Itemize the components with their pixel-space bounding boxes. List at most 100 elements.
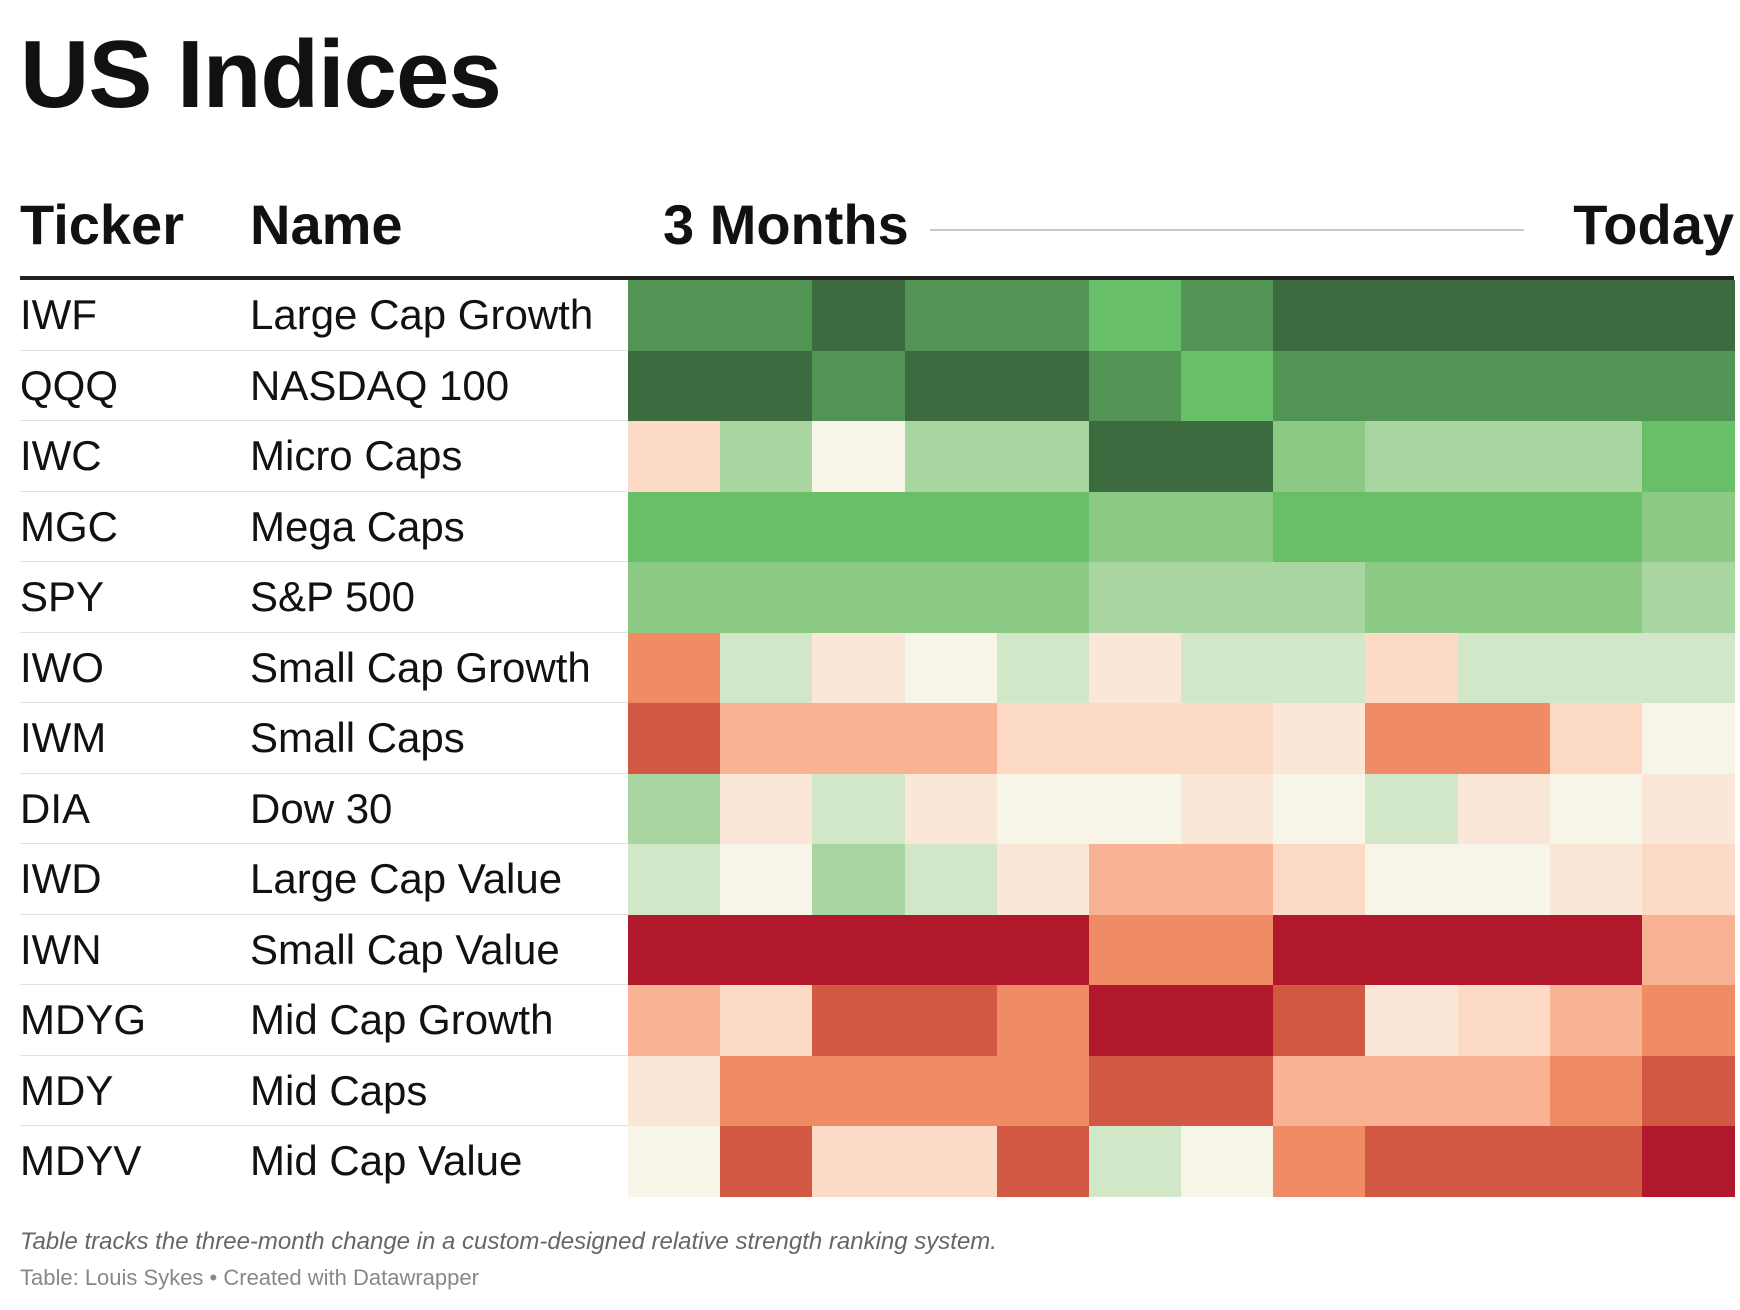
heat-cell — [628, 491, 721, 562]
heat-cell — [905, 280, 998, 351]
heat-cell — [1642, 421, 1735, 492]
heat-cell — [1642, 844, 1735, 915]
heat-cell — [1642, 491, 1735, 562]
heat-cell — [628, 1055, 721, 1126]
heat-cell — [1550, 562, 1643, 633]
heat-cell — [1089, 914, 1182, 985]
name-cell: Mega Caps — [250, 502, 465, 550]
heat-cell — [1089, 350, 1182, 421]
heat-cell — [1458, 914, 1551, 985]
heat-cell — [905, 350, 998, 421]
ticker-cell: MGC — [20, 502, 118, 550]
heat-cell — [720, 914, 813, 985]
heat-cell — [1642, 280, 1735, 351]
heat-cell — [1089, 280, 1182, 351]
heat-cell — [1089, 773, 1182, 844]
heat-strip — [628, 1126, 1735, 1197]
heat-cell — [905, 1055, 998, 1126]
heat-cell — [905, 703, 998, 774]
name-cell: Mid Cap Growth — [250, 996, 554, 1043]
name-cell: Dow 30 — [250, 784, 393, 832]
heat-cell — [1550, 350, 1643, 421]
heat-cell — [905, 421, 998, 492]
heat-cell — [997, 1126, 1090, 1197]
row-separator — [20, 349, 628, 351]
name-cell: Small Cap Value — [250, 925, 560, 973]
heat-cell — [1181, 844, 1274, 915]
heat-cell — [905, 773, 998, 844]
heat-cell — [1365, 914, 1459, 985]
heat-cell — [1642, 1055, 1735, 1126]
heat-cell — [997, 350, 1090, 421]
heat-cell — [1273, 280, 1366, 351]
heat-strip — [628, 773, 1735, 844]
heat-cell — [628, 985, 721, 1056]
heat-strip — [628, 1055, 1735, 1126]
heat-cell — [1642, 632, 1735, 703]
row-separator — [20, 702, 628, 703]
heat-cell — [1642, 350, 1735, 421]
heat-cell — [1458, 1126, 1551, 1197]
heat-cell — [1273, 491, 1366, 562]
heat-cell — [1181, 421, 1274, 492]
heatmap-table: IWF Large Cap Growth QQQ NASDAQ 100 IWC Micro… — [20, 280, 1735, 1197]
heat-strip — [628, 280, 1735, 351]
heat-cell — [1458, 773, 1551, 844]
ticker-cell: MDYG — [20, 996, 146, 1043]
header-ticker: Ticker — [20, 193, 184, 256]
footnote: Table tracks the three-month change in a… — [20, 1228, 997, 1255]
heat-cell — [1642, 1126, 1735, 1197]
heat-cell — [1365, 421, 1459, 492]
heat-cell — [1550, 632, 1643, 703]
ticker-cell: IWC — [20, 432, 102, 479]
heat-cell — [812, 421, 906, 492]
heat-cell — [1181, 632, 1274, 703]
heat-cell — [628, 1126, 721, 1197]
name-cell: NASDAQ 100 — [250, 361, 510, 409]
heat-cell — [628, 280, 721, 351]
heat-cell — [812, 844, 906, 915]
heat-cell — [720, 421, 813, 492]
heat-cell — [812, 491, 906, 562]
heat-cell — [1273, 1126, 1366, 1197]
heat-cell — [997, 280, 1090, 351]
heat-cell — [1550, 985, 1643, 1056]
table-row: DIA Dow 30 — [20, 773, 1735, 844]
table-row: MGC Mega Caps — [20, 491, 1735, 562]
name-cell: Mid Caps — [250, 1066, 428, 1114]
heat-cell — [720, 632, 813, 703]
ticker-cell: SPY — [20, 573, 105, 620]
heat-cell — [905, 632, 998, 703]
heat-cell — [1365, 773, 1459, 844]
heat-cell — [997, 844, 1090, 915]
heat-cell — [720, 1055, 813, 1126]
heat-cell — [1089, 632, 1182, 703]
heat-cell — [812, 632, 906, 703]
table-row: QQQ NASDAQ 100 — [20, 350, 1735, 421]
heat-cell — [997, 421, 1090, 492]
name-cell: Mid Cap Value — [250, 1137, 523, 1184]
heat-cell — [1458, 421, 1551, 492]
name-cell: Small Cap Growth — [250, 643, 591, 691]
heat-cell — [1550, 773, 1643, 844]
heat-cell — [812, 280, 906, 351]
heat-cell — [905, 985, 998, 1056]
ticker-cell: IWM — [20, 714, 107, 761]
heat-cell — [720, 773, 813, 844]
timeline-line — [930, 229, 1524, 231]
heat-cell — [812, 1126, 906, 1197]
heat-cell — [628, 562, 721, 633]
heat-cell — [1089, 844, 1182, 915]
heat-strip — [628, 632, 1735, 703]
row-separator — [20, 1054, 628, 1056]
heat-cell — [1365, 632, 1459, 703]
heat-cell — [1642, 562, 1735, 633]
header-divider — [20, 276, 1734, 280]
heat-cell — [1550, 703, 1643, 774]
heat-cell — [1550, 421, 1643, 492]
heat-cell — [1089, 1126, 1182, 1197]
heat-cell — [1181, 1126, 1274, 1197]
heat-cell — [1089, 985, 1182, 1056]
heat-cell — [1089, 703, 1182, 774]
ticker-cell: IWO — [20, 643, 104, 691]
